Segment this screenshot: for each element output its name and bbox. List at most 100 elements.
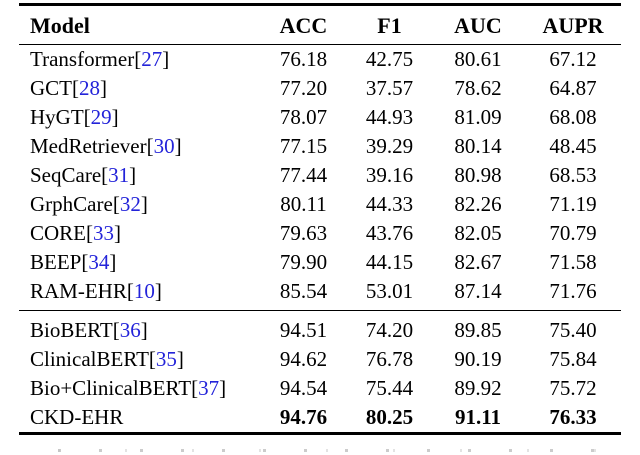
model-metrics-table: Model ACC F1 AUC AUPR Transformer[27] 76.… xyxy=(19,3,621,435)
metric-value-cell: 80.25 xyxy=(365,405,414,429)
model-name-cell: CKD-EHR xyxy=(19,403,259,434)
model-name-cell: MedRetriever[30] xyxy=(19,132,259,161)
model-name-cell: ClinicalBERT[35] xyxy=(19,345,259,374)
citation-link[interactable]: 28 xyxy=(79,76,100,100)
table-row: Transformer[27] 76.18 42.75 80.61 67.12 xyxy=(19,45,621,75)
table-row: BEEP[34] 79.90 44.15 82.67 71.58 xyxy=(19,248,621,277)
metric-value-cell: 48.45 xyxy=(549,134,597,158)
metric-value-cell: 39.16 xyxy=(365,163,414,187)
citation-link[interactable]: 32 xyxy=(119,192,141,216)
metric-value-cell: 70.79 xyxy=(549,221,597,245)
citation-bracket: [ xyxy=(83,105,91,129)
table-body: Transformer[27] 76.18 42.75 80.61 67.12 GCT[2… xyxy=(19,45,621,434)
model-name: GrphCare xyxy=(30,192,113,216)
model-name-cell: Transformer[27] xyxy=(19,45,259,75)
model-name-cell: GCT[28] xyxy=(19,74,259,103)
citation-bracket: [ xyxy=(112,192,120,216)
metric-value-cell: 80.98 xyxy=(454,163,502,187)
metric-value-cell: 75.72 xyxy=(549,376,597,400)
metric-value-cell: 94.62 xyxy=(279,347,328,371)
model-name-cell: GrphCare[32] xyxy=(19,190,259,219)
model-name-cell: BEEP[34] xyxy=(19,248,259,277)
metric-value-cell: 77.20 xyxy=(279,76,328,100)
metric-value-cell: 75.84 xyxy=(549,347,597,371)
citation-link[interactable]: 37 xyxy=(198,376,220,400)
metric-value-cell: 78.07 xyxy=(279,105,328,129)
model-name: RAM-EHR xyxy=(30,279,127,303)
header-row: Model ACC F1 AUC AUPR xyxy=(19,4,621,45)
metric-value-cell: 79.63 xyxy=(279,221,328,245)
metric-value-cell: 85.54 xyxy=(259,277,348,311)
citation-bracket: [ xyxy=(72,76,79,100)
citation-bracket: ] xyxy=(140,318,148,342)
metric-value-cell: 87.14 xyxy=(431,277,525,311)
metric-value-cell: 71.58 xyxy=(549,250,597,274)
metric-value-cell: 75.44 xyxy=(365,376,414,400)
table-row: HyGT[29] 78.07 44.93 81.09 68.08 xyxy=(19,103,621,132)
citation-bracket: ] xyxy=(129,163,137,187)
column-header-auc: AUC xyxy=(431,4,525,45)
citation-bracket: ] xyxy=(140,192,148,216)
metric-value-cell: 44.93 xyxy=(365,105,414,129)
metric-value-cell: 77.15 xyxy=(279,134,328,158)
metric-value-cell: 77.44 xyxy=(279,163,328,187)
citation-bracket: [ xyxy=(86,221,94,245)
citation-bracket: ] xyxy=(109,250,117,274)
metric-value-cell: 68.53 xyxy=(549,163,597,187)
citation-link[interactable]: 34 xyxy=(88,250,110,274)
column-header-aupr: AUPR xyxy=(525,4,621,45)
table-row: BioBERT[36] 94.51 74.20 89.85 75.40 xyxy=(19,311,621,346)
table-row: RAM-EHR[10] 85.54 53.01 87.14 71.76 xyxy=(19,277,621,311)
metric-value-cell: 82.26 xyxy=(454,192,502,216)
metric-value-cell: 91.11 xyxy=(454,405,502,429)
model-name: GCT xyxy=(30,76,72,100)
metric-value-cell: 71.76 xyxy=(525,277,621,311)
metric-value-cell: 80.11 xyxy=(280,192,327,216)
metric-value-cell: 81.09 xyxy=(454,105,502,129)
model-name: HyGT xyxy=(30,105,84,129)
model-name: CKD-EHR xyxy=(30,405,124,429)
model-name: ClinicalBERT xyxy=(30,347,149,371)
citation-link[interactable]: 35 xyxy=(155,347,177,371)
metric-value-cell: 74.20 xyxy=(365,318,414,342)
results-table: Model ACC F1 AUC AUPR Transformer[27] 76.… xyxy=(19,3,621,435)
metric-value-cell: 94.76 xyxy=(279,405,328,429)
model-name-cell: BioBERT[36] xyxy=(19,311,259,346)
metric-value-cell: 37.57 xyxy=(365,76,414,100)
metric-value-cell: 42.75 xyxy=(365,47,414,71)
citation-bracket: [ xyxy=(126,279,134,303)
citation-bracket: [ xyxy=(148,347,156,371)
citation-bracket: ] xyxy=(174,134,182,158)
table-row: Bio+ClinicalBERT[37] 94.54 75.44 89.92 75.72 xyxy=(19,374,621,403)
citation-bracket: ] xyxy=(114,221,122,245)
model-name-cell: SeqCare[31] xyxy=(19,161,259,190)
citation-link[interactable]: 30 xyxy=(153,134,175,158)
citation-link[interactable]: 36 xyxy=(119,318,141,342)
table-row: GCT[28] 77.20 37.57 78.62 64.87 xyxy=(19,74,621,103)
citation-bracket: ] xyxy=(219,376,227,400)
citation-bracket: [ xyxy=(134,47,142,71)
citation-link[interactable]: 10 xyxy=(133,279,155,303)
metric-value-cell: 43.76 xyxy=(365,221,414,245)
metric-value-cell: 94.51 xyxy=(279,318,328,342)
citation-link[interactable]: 33 xyxy=(93,221,115,245)
metric-value-cell: 76.18 xyxy=(279,47,328,71)
metric-value-cell: 82.67 xyxy=(454,250,502,274)
metric-value-cell: 44.15 xyxy=(365,250,414,274)
metric-value-cell: 75.40 xyxy=(549,318,597,342)
model-name: BioBERT xyxy=(30,318,113,342)
model-name: Bio+ClinicalBERT xyxy=(30,376,192,400)
metric-value-cell: 76.78 xyxy=(365,347,414,371)
citation-bracket: [ xyxy=(146,134,154,158)
citation-link[interactable]: 31 xyxy=(108,163,130,187)
citation-link[interactable]: 29 xyxy=(90,105,112,129)
citation-link[interactable]: 27 xyxy=(141,47,163,71)
table-row: MedRetriever[30] 77.15 39.29 80.14 48.45 xyxy=(19,132,621,161)
metric-value-cell: 67.12 xyxy=(549,47,597,71)
citation-bracket: ] xyxy=(154,279,162,303)
model-name: Transformer xyxy=(30,47,135,71)
model-name-cell: RAM-EHR[10] xyxy=(19,277,259,311)
metric-value-cell: 64.87 xyxy=(549,76,597,100)
metric-value-cell: 80.61 xyxy=(454,47,502,71)
